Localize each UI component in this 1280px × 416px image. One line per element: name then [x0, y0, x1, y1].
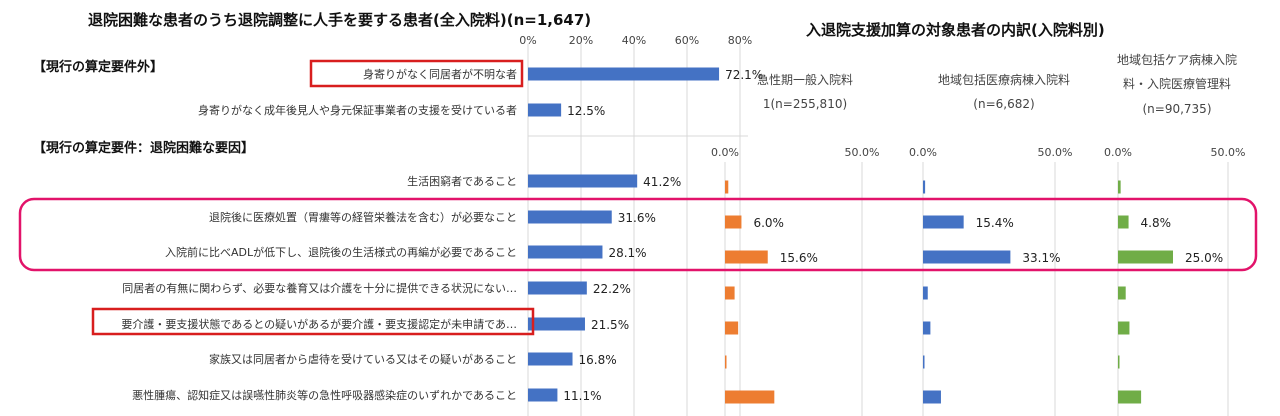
right-chart-title: 入退院支援加算の対象患者の内訳(入院料別) — [806, 21, 1105, 39]
panel-bar — [1118, 286, 1126, 300]
panel-header: 地域包括ケア病棟入院 — [1117, 52, 1237, 67]
panel-bar — [1118, 215, 1129, 229]
panel-x-tick-label: 50.0% — [845, 146, 880, 159]
left-value-label: 72.1% — [725, 68, 763, 82]
section-label-inside: 【現行の算定要件：退院困難な要因】 — [33, 140, 254, 156]
panel-value-label: 15.4% — [976, 216, 1014, 230]
highlight-box-red — [91, 307, 535, 336]
category-label: 悪性腫瘍、認知症又は誤嚥性肺炎等の急性呼吸器感染症のいずれかであること — [132, 388, 517, 402]
left-value-label: 28.1% — [608, 246, 646, 260]
left-value-label: 21.5% — [591, 318, 629, 332]
category-label: 要介護・要支援状態であるとの疑いがあるが要介護・要支援認定が未申請であ… — [121, 317, 517, 331]
panel-bar — [725, 286, 735, 300]
panel-bar — [1118, 321, 1130, 335]
left-x-tick-label: 80% — [728, 34, 752, 47]
panel-bar — [725, 180, 729, 194]
panel-x-tick-label: 0.0% — [711, 146, 739, 159]
panel-bar — [1118, 355, 1120, 369]
left-value-label: 22.2% — [593, 282, 631, 296]
panel-bar — [725, 250, 768, 264]
left-bar — [528, 103, 562, 117]
left-x-tick-label: 20% — [569, 34, 593, 47]
panel-x-tick-label: 50.0% — [1211, 146, 1246, 159]
highlight-box-pink — [18, 197, 1258, 272]
panel-header: (n=90,735) — [1142, 102, 1211, 116]
panel-bar — [923, 390, 941, 404]
left-chart: 0% 20% 40% 60% 80% 身寄りがなく同居者が不明な者 72.1% 身寄りがなく成… — [121, 34, 763, 403]
highlight-box-red — [309, 59, 524, 88]
left-bar — [528, 388, 558, 402]
panel-header: 地域包括医療病棟入院料 — [938, 72, 1070, 87]
category-label: 身寄りがなく成年後見人や身元保証事業者の支援を受けている者 — [198, 103, 517, 117]
panel-x-tick-label: 0.0% — [1104, 146, 1132, 159]
panel-header: 1(n=255,810) — [763, 97, 847, 111]
left-chart-title: 退院困難な患者のうち退院調整に人手を要する患者(全入院料)(n=1,647) — [88, 11, 591, 29]
category-label: 入院前に比べADLが低下し、退院後の生活様式の再編が必要であること — [165, 245, 517, 259]
panel-bar — [923, 180, 926, 194]
left-x-tick-label: 60% — [675, 34, 699, 47]
panel-x-tick-label: 50.0% — [1038, 146, 1073, 159]
panel-bar — [923, 321, 931, 335]
panel-value-label: 4.8% — [1141, 216, 1172, 230]
panel-value-label: 15.6% — [780, 251, 818, 265]
panel-value-label: 33.1% — [1022, 251, 1060, 265]
left-value-label: 31.6% — [618, 211, 656, 225]
left-bar — [528, 281, 587, 295]
panel-value-label: 25.0% — [1185, 251, 1223, 265]
category-label: 身寄りがなく同居者が不明な者 — [363, 67, 517, 81]
left-value-label: 41.2% — [643, 175, 681, 189]
left-bar — [528, 245, 603, 259]
left-bar — [528, 317, 585, 331]
left-bar — [528, 210, 612, 224]
category-label: 生活困窮者であること — [407, 174, 517, 188]
panel-bar — [725, 321, 739, 335]
left-value-label: 11.1% — [563, 389, 601, 403]
section-label-outside: 【現行の算定要件外】 — [33, 59, 163, 75]
grid-lines — [527, 44, 1229, 416]
panel-value-label: 6.0% — [753, 216, 784, 230]
left-x-tick-label: 40% — [622, 34, 646, 47]
category-label: 退院後に医療処置（胃瘻等の経管栄養法を含む）が必要なこと — [209, 210, 517, 224]
panel-bar — [1118, 250, 1173, 264]
panel-bar — [923, 355, 925, 369]
panel-bar — [923, 286, 928, 300]
panel-header: 料・入院医療管理料 — [1123, 76, 1231, 91]
left-bar — [528, 352, 573, 366]
panel-header: 急性期一般入院料 — [757, 72, 853, 87]
left-bar — [528, 67, 720, 81]
panel-bar — [725, 355, 727, 369]
category-label: 同居者の有無に関わらず、必要な養育又は介護を十分に提供できる状況にない… — [122, 281, 517, 295]
panel-x-tick-label: 0.0% — [909, 146, 937, 159]
left-value-label: 16.8% — [579, 353, 617, 367]
panel-bar — [923, 250, 1011, 264]
left-value-label: 12.5% — [567, 104, 605, 118]
panel-bar — [725, 215, 742, 229]
panel-bar — [923, 215, 964, 229]
panel-header: (n=6,682) — [973, 97, 1034, 111]
highlight-boxes — [18, 59, 1258, 336]
panel-community-hospital: 地域包括医療病棟入院料 (n=6,682) 0.0% 50.0% 15.4% 33.1% — [909, 72, 1072, 404]
panel-bar — [725, 390, 775, 404]
panel-acute: 急性期一般入院料 1(n=255,810) 0.0% 50.0% 6.0% 15.6% — [711, 72, 879, 404]
left-x-tick-label: 0% — [519, 34, 536, 47]
category-label: 家族又は同居者から虐待を受けている又はその疑いがあること — [209, 352, 517, 366]
panel-bar — [1118, 180, 1121, 194]
panel-bar — [1118, 390, 1142, 404]
left-bar — [528, 174, 638, 188]
